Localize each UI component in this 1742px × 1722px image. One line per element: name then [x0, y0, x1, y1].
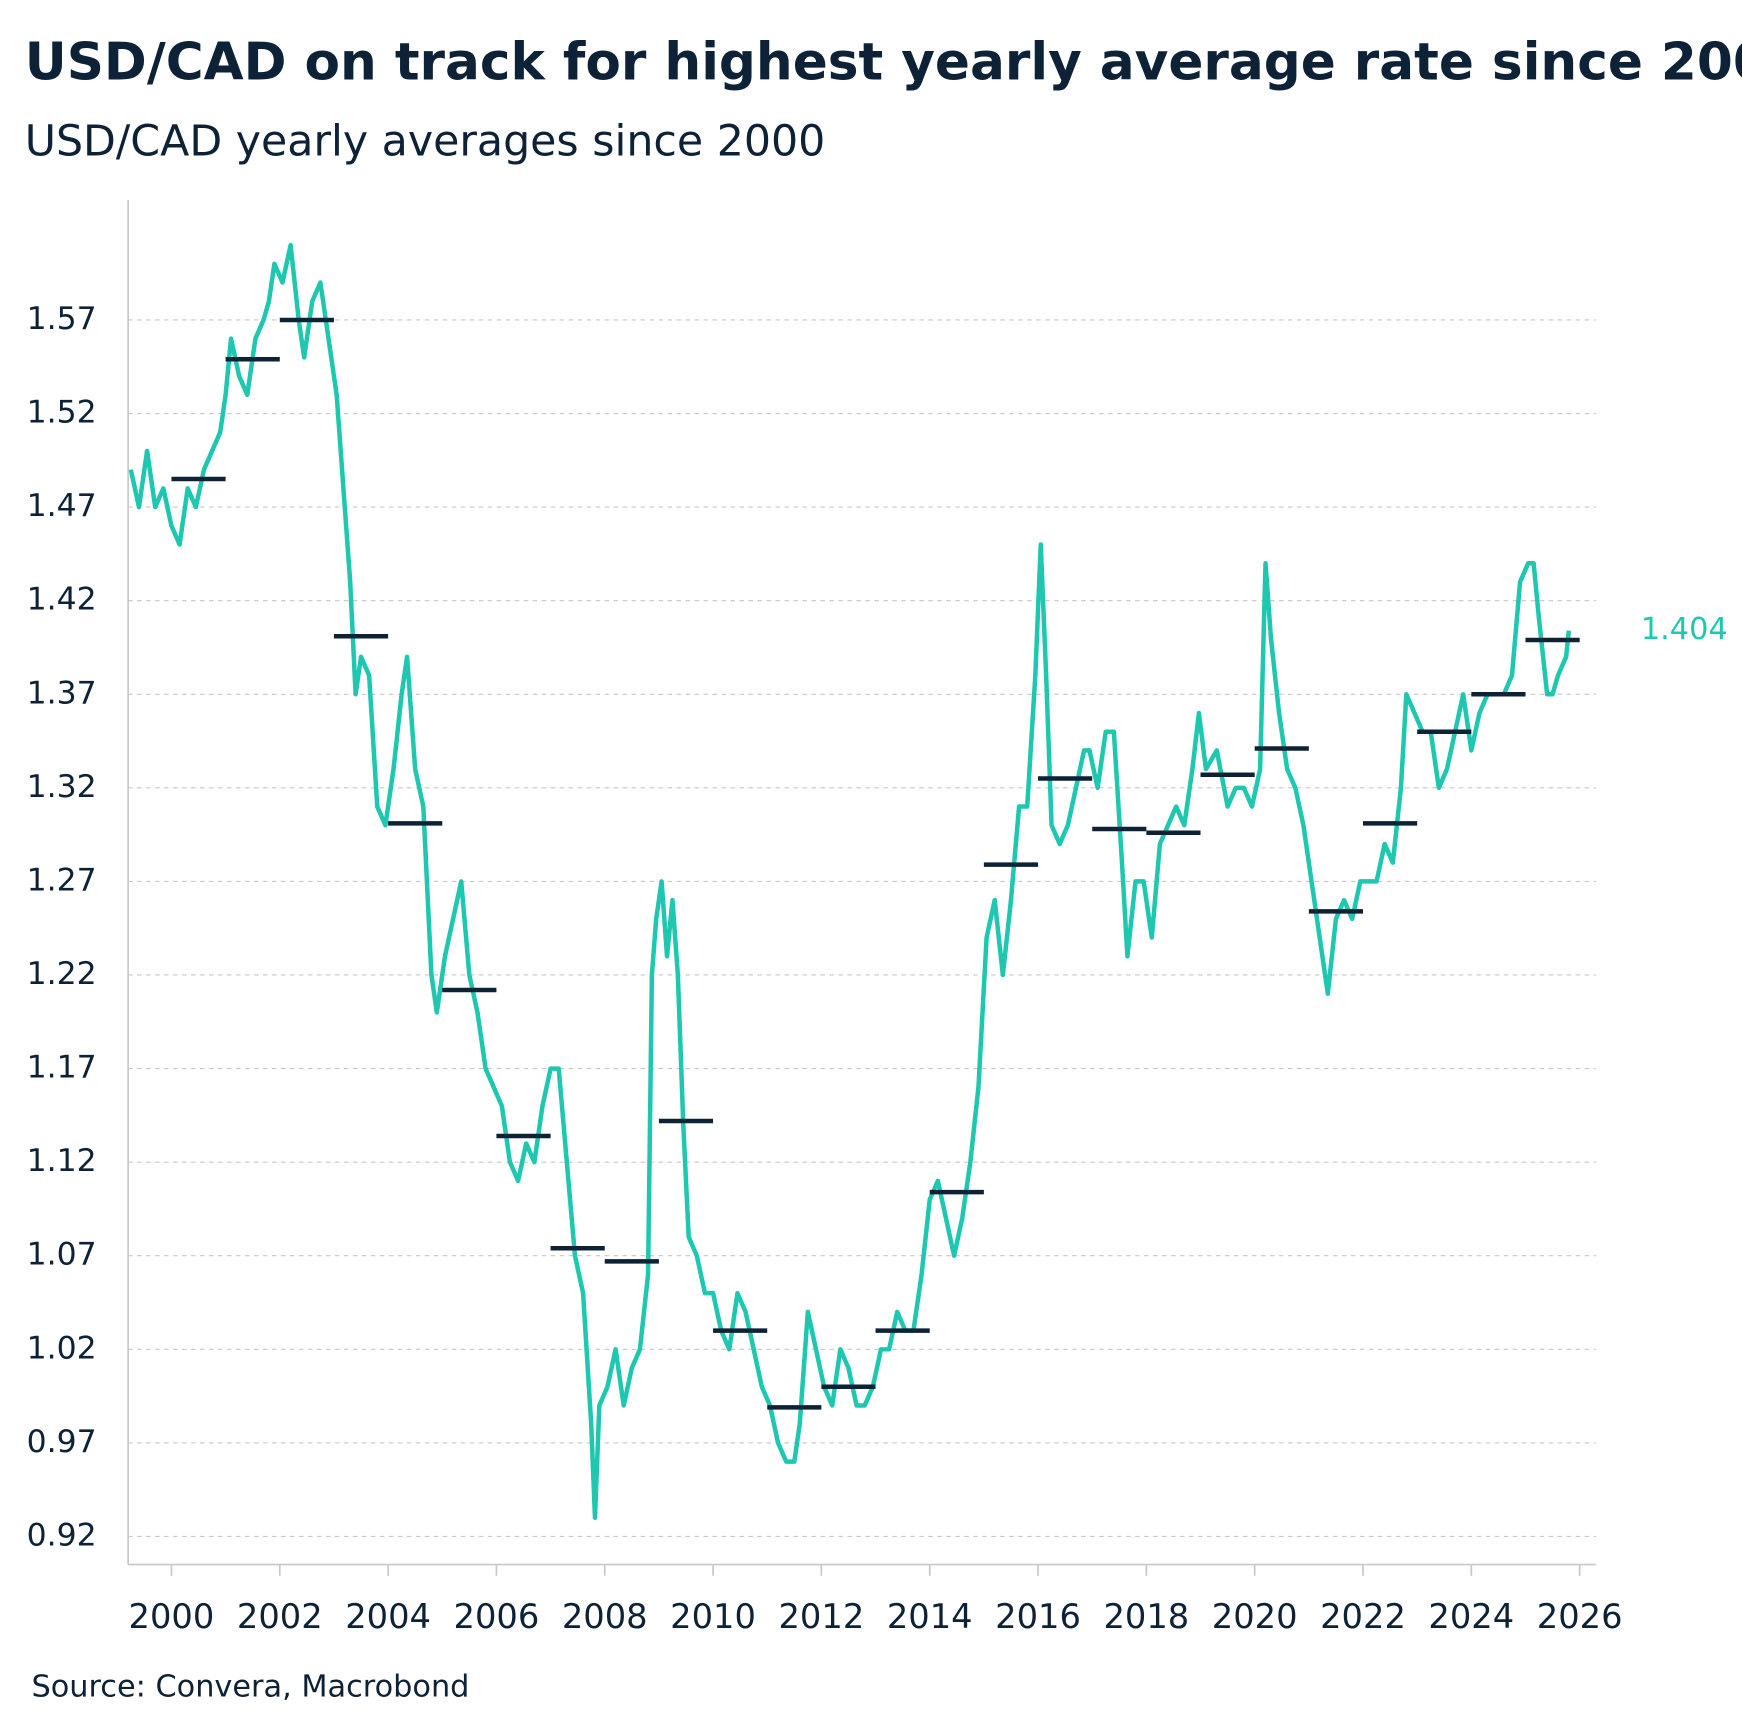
y-tick-label: 1.32: [27, 769, 97, 805]
y-tick-label: 1.52: [27, 395, 97, 431]
x-tick-label: 2002: [237, 1597, 323, 1636]
x-tick-label: 2000: [129, 1597, 215, 1636]
x-tick-label: 2012: [778, 1597, 864, 1636]
y-tick-label: 1.27: [27, 862, 97, 898]
chart-subtitle: USD/CAD yearly averages since 2000: [25, 116, 826, 166]
source-note: Source: Convera, Macrobond: [31, 1670, 469, 1705]
y-tick-label: 1.22: [27, 956, 97, 992]
y-tick-label: 1.47: [27, 488, 97, 524]
y-tick-label: 0.92: [27, 1517, 97, 1553]
y-tick-label: 1.37: [27, 675, 97, 711]
x-tick-label: 2026: [1537, 1597, 1623, 1636]
y-tick-label: 1.12: [27, 1143, 97, 1179]
y-tick-label: 1.57: [27, 301, 97, 337]
x-tick-label: 2004: [345, 1597, 431, 1636]
y-tick-label: 0.97: [27, 1424, 97, 1460]
x-tick-label: 2006: [454, 1597, 540, 1636]
y-tick-label: 1.42: [27, 582, 97, 618]
x-tick-label: 2014: [887, 1597, 973, 1636]
x-tick-label: 2018: [1103, 1597, 1189, 1636]
x-tick-label: 2022: [1320, 1597, 1406, 1636]
x-tick-label: 2010: [670, 1597, 756, 1636]
last-value-label: 1.404: [1641, 612, 1728, 647]
x-tick-label: 2016: [995, 1597, 1081, 1636]
y-tick-label: 1.02: [27, 1330, 97, 1366]
x-tick-label: 2008: [562, 1597, 648, 1636]
rate-line: [128, 242, 1572, 1521]
y-tick-label: 1.17: [27, 1050, 97, 1086]
x-tick-label: 2024: [1428, 1597, 1514, 1636]
x-tick-label: 2020: [1212, 1597, 1298, 1636]
chart-title: USD/CAD on track for highest yearly aver…: [25, 32, 1742, 92]
y-tick-label: 1.07: [27, 1237, 97, 1273]
